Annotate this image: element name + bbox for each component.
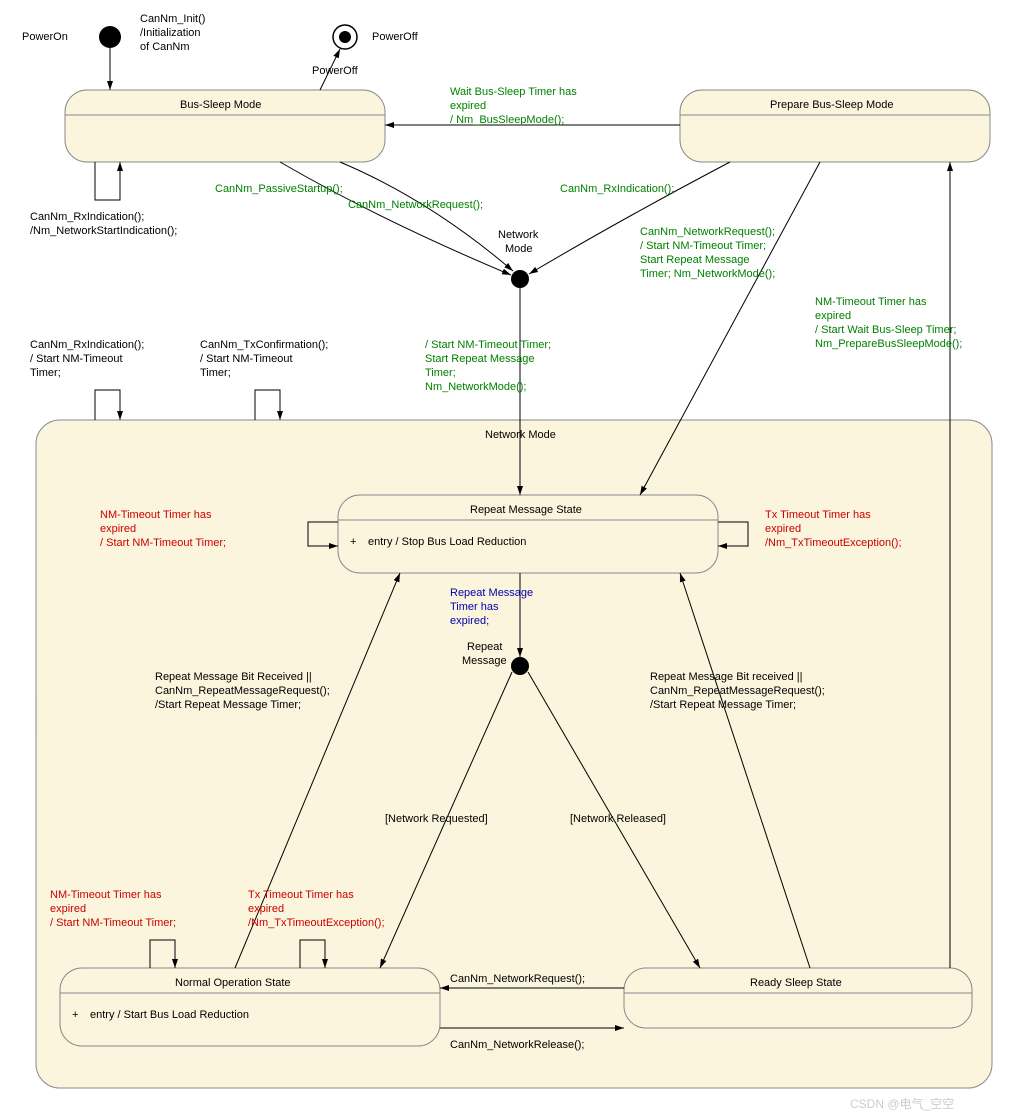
- rptbitr-l2: CanNm_RepeatMessageRequest();: [650, 685, 825, 697]
- txconf-l3: Timer;: [200, 367, 231, 379]
- bs-self-l2: /Nm_NetworkStartIndication();: [30, 225, 177, 237]
- netrel-no: CanNm_NetworkRelease();: [450, 1039, 585, 1051]
- edge-net-self-tx: [255, 390, 280, 420]
- txexpno-l1: Tx Timeout Timer has: [248, 889, 354, 901]
- edge-bs-net-req: [340, 162, 513, 271]
- nmt-l1: NM-Timeout Timer has: [815, 296, 927, 308]
- state-diagram: Network Mode Bus-Sleep Mode Prepare Bus-…: [0, 0, 1015, 1119]
- txexpr-l1: Tx Timeout Timer has: [765, 509, 871, 521]
- wb-l1: Wait Bus-Sleep Timer has: [450, 86, 577, 98]
- poweron-initial: [99, 26, 121, 48]
- pnr-l2: / Start NM-Timeout Timer;: [640, 240, 766, 252]
- normal-plus: +: [72, 1009, 78, 1021]
- edge-bs-net-passive: [280, 162, 511, 275]
- rptbitr-l1: Repeat Message Bit received ||: [650, 671, 802, 683]
- poweroff-label: PowerOff: [372, 31, 419, 43]
- normal-entry: entry / Start Bus Load Reduction: [90, 1009, 249, 1021]
- repeat-plus: +: [350, 536, 356, 548]
- nmexpl-l3: / Start NM-Timeout Timer;: [100, 537, 226, 549]
- rpt-timer-l3: expired;: [450, 615, 489, 627]
- pnr-l4: Timer; Nm_NetworkMode();: [640, 268, 775, 280]
- edge-bussleep-self: [95, 162, 120, 200]
- snm-l1: / Start NM-Timeout Timer;: [425, 339, 551, 351]
- snm-l2: Start Repeat Message: [425, 353, 534, 365]
- txconf-l2: / Start NM-Timeout: [200, 353, 293, 365]
- rpt-timer-l2: Timer has: [450, 601, 499, 613]
- init-l3b: of CanNm: [140, 41, 190, 53]
- net-junc-l1: Network: [498, 229, 539, 241]
- prep-rx-lbl: CanNm_RxIndication();: [560, 183, 674, 195]
- repeat-junction: [511, 657, 529, 675]
- poweroff-final-dot: [339, 31, 351, 43]
- rptbitl-l1: Repeat Message Bit Received ||: [155, 671, 312, 683]
- netreq-rs: CanNm_NetworkRequest();: [450, 973, 585, 985]
- poweroff2: PowerOff: [312, 65, 359, 77]
- txexpr-l2: expired: [765, 523, 801, 535]
- snm-l4: Nm_NetworkMode();: [425, 381, 526, 393]
- ready-title: Ready Sleep State: [750, 977, 842, 989]
- init-l2: /Initialization: [140, 27, 201, 39]
- netreq-lbl: CanNm_NetworkRequest();: [348, 199, 483, 211]
- network-junction: [511, 270, 529, 288]
- wb-l2: expired: [450, 100, 486, 112]
- prepare-title: Prepare Bus-Sleep Mode: [770, 99, 894, 111]
- rpt-junc-l2: Message: [462, 655, 507, 667]
- poweron-label: PowerOn: [22, 31, 68, 43]
- repeat-title: Repeat Message State: [470, 504, 582, 516]
- rxself-l3: Timer;: [30, 367, 61, 379]
- rxself-l1: CanNm_RxIndication();: [30, 339, 144, 351]
- txconf-l1: CanNm_TxConfirmation();: [200, 339, 328, 351]
- nmexpl-l1: NM-Timeout Timer has: [100, 509, 212, 521]
- txexpno-l2: expired: [248, 903, 284, 915]
- bs-self-l1: CanNm_RxIndication();: [30, 211, 144, 223]
- nmexpno-l1: NM-Timeout Timer has: [50, 889, 162, 901]
- snm-l3: Timer;: [425, 367, 456, 379]
- repeat-entry: entry / Stop Bus Load Reduction: [368, 536, 526, 548]
- netrel-guard: [Network Released]: [570, 813, 666, 825]
- rptbitl-l3: /Start Repeat Message Timer;: [155, 699, 301, 711]
- nmexpl-l2: expired: [100, 523, 136, 535]
- passive-lbl: CanNm_PassiveStartup();: [215, 183, 343, 195]
- edge-net-self-rx: [95, 390, 120, 420]
- nmt-l3: / Start Wait Bus-Sleep Timer;: [815, 324, 956, 336]
- normal-title: Normal Operation State: [175, 977, 291, 989]
- rptbitr-l3: /Start Repeat Message Timer;: [650, 699, 796, 711]
- rpt-junc-l1: Repeat: [467, 641, 502, 653]
- init-l1: CanNm_Init(): [140, 13, 205, 25]
- pnr-l3: Start Repeat Message: [640, 254, 749, 266]
- txexpno-l3: /Nm_TxTimeoutException();: [248, 917, 385, 929]
- watermark: CSDN @电气_空空: [850, 1096, 954, 1111]
- pnr-l1: CanNm_NetworkRequest();: [640, 226, 775, 238]
- nmt-l4: Nm_PrepareBusSleepMode();: [815, 338, 962, 350]
- rptbitl-l2: CanNm_RepeatMessageRequest();: [155, 685, 330, 697]
- nmexpno-l2: expired: [50, 903, 86, 915]
- nmexpno-l3: / Start NM-Timeout Timer;: [50, 917, 176, 929]
- netreq-guard: [Network Requested]: [385, 813, 488, 825]
- wb-l3: / Nm_BusSleepMode();: [450, 114, 564, 126]
- nmt-l2: expired: [815, 310, 851, 322]
- rxself-l2: / Start NM-Timeout: [30, 353, 123, 365]
- rpt-timer-l1: Repeat Message: [450, 587, 533, 599]
- net-junc-l2: Mode: [505, 243, 533, 255]
- bus-sleep-title: Bus-Sleep Mode: [180, 99, 261, 111]
- txexpr-l3: /Nm_TxTimeoutException();: [765, 537, 902, 549]
